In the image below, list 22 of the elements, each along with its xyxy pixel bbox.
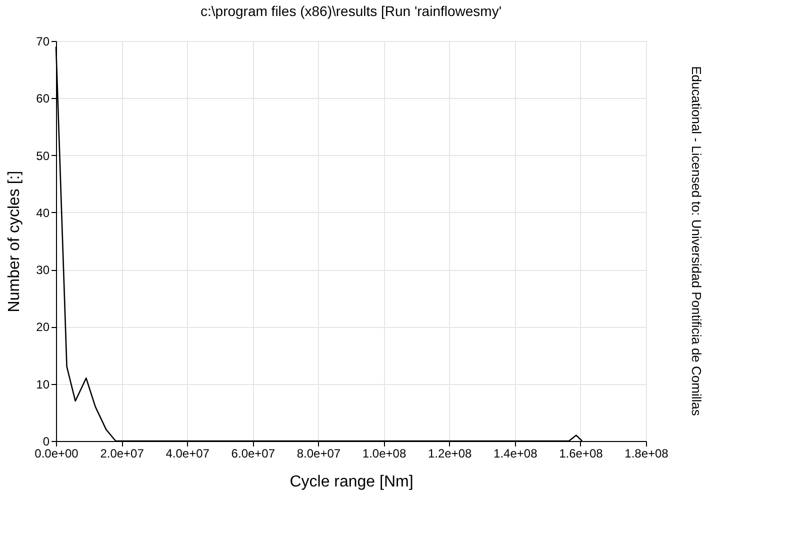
y-tick-label: 10 [36,377,50,392]
x-tick-label: 6.0e+07 [231,446,276,460]
y-tick-label: 70 [36,34,50,48]
x-tick-label: 1.6e+08 [559,446,604,460]
text: Educational - Licensed to: Universidad Pontificia de Comillas [689,66,704,416]
x-tick-label: 1.4e+08 [494,446,538,460]
x-tick-label: 1.2e+08 [428,446,472,460]
y-tick-label: 20 [36,320,50,334]
y-tick-label: 50 [36,148,50,163]
y-axis-title: Number of cycles [:] [6,170,24,312]
x-tick-label: 0.0e+00 [34,446,79,460]
x-tick-label: 2.0e+07 [100,446,144,460]
x-tick-label: 8.0e+07 [296,446,341,460]
x-tick-label: 1.0e+08 [362,446,406,460]
chart-title: c:\program files (x86)\results [Run 'rainflowesmy' [200,3,502,19]
y-tick-label: 60 [36,92,50,106]
y-tick-label: 40 [36,206,50,220]
x-tick-label: 4.0e+07 [166,446,210,460]
y-tick-label: 0 [42,434,50,448]
y-tick-label: 30 [36,263,50,278]
x-tick-label: 1.8e+08 [624,446,669,460]
x-axis-title: Cycle range [Nm] [290,474,414,490]
